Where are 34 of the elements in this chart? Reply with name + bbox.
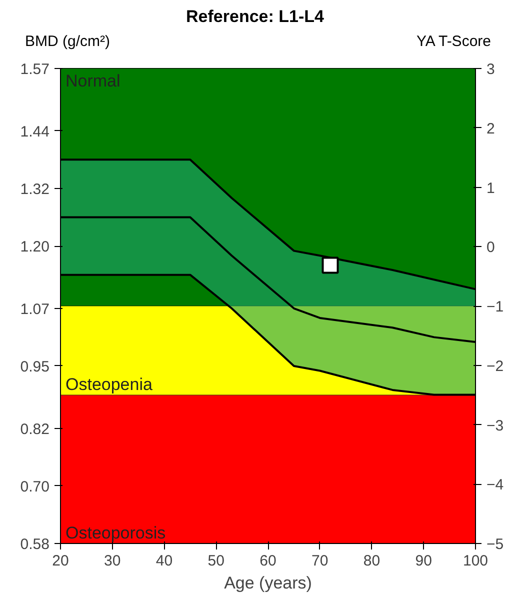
y-tick-label: 1.57 bbox=[20, 61, 50, 78]
band-label: Normal bbox=[66, 72, 120, 90]
chart-title: Reference: L1-L4 bbox=[185, 6, 325, 28]
x-tick-label: 70 bbox=[312, 552, 328, 570]
y2-tick-label: −4 bbox=[486, 476, 504, 494]
y-tick-label: 1.44 bbox=[20, 123, 50, 140]
y-tick-label: 0.70 bbox=[20, 478, 50, 496]
y-tick-label: 1.32 bbox=[20, 180, 50, 198]
x-axis-title: Age (years) bbox=[224, 574, 312, 592]
x-tick-label: 30 bbox=[104, 552, 121, 570]
y-tick-label: 1.20 bbox=[20, 238, 50, 256]
x-tick-label: 40 bbox=[156, 552, 173, 570]
y2-axis-title: YA T-Score bbox=[416, 32, 491, 52]
band-label: Osteopenia bbox=[66, 375, 153, 394]
x-tick-label: 20 bbox=[52, 552, 69, 570]
x-tick-label: 60 bbox=[260, 552, 276, 570]
x-tick-label: 50 bbox=[208, 552, 224, 570]
x-tick-label: 80 bbox=[363, 552, 380, 570]
y2-tick-label: 2 bbox=[486, 120, 495, 138]
y2-tick-label: −5 bbox=[486, 536, 504, 553]
y-tick-label: 1.07 bbox=[20, 300, 50, 318]
y2-tick-label: 0 bbox=[486, 239, 495, 256]
y2-tick-label: 3 bbox=[486, 61, 495, 78]
y2-tick-label: −2 bbox=[486, 358, 504, 375]
y-tick-label: 0.58 bbox=[20, 536, 50, 553]
x-tick-label: 90 bbox=[415, 552, 432, 570]
y2-tick-label: −3 bbox=[486, 417, 504, 434]
y2-tick-label: 1 bbox=[486, 180, 495, 197]
x-tick-label: 100 bbox=[462, 552, 488, 570]
band-label: Osteoporosis bbox=[66, 524, 166, 542]
y-tick-label: 0.95 bbox=[20, 358, 50, 376]
y2-tick-label: −1 bbox=[486, 298, 504, 316]
y-tick-label: 0.82 bbox=[20, 420, 50, 438]
y-axis-title: BMD (g/cm²) bbox=[25, 32, 110, 52]
